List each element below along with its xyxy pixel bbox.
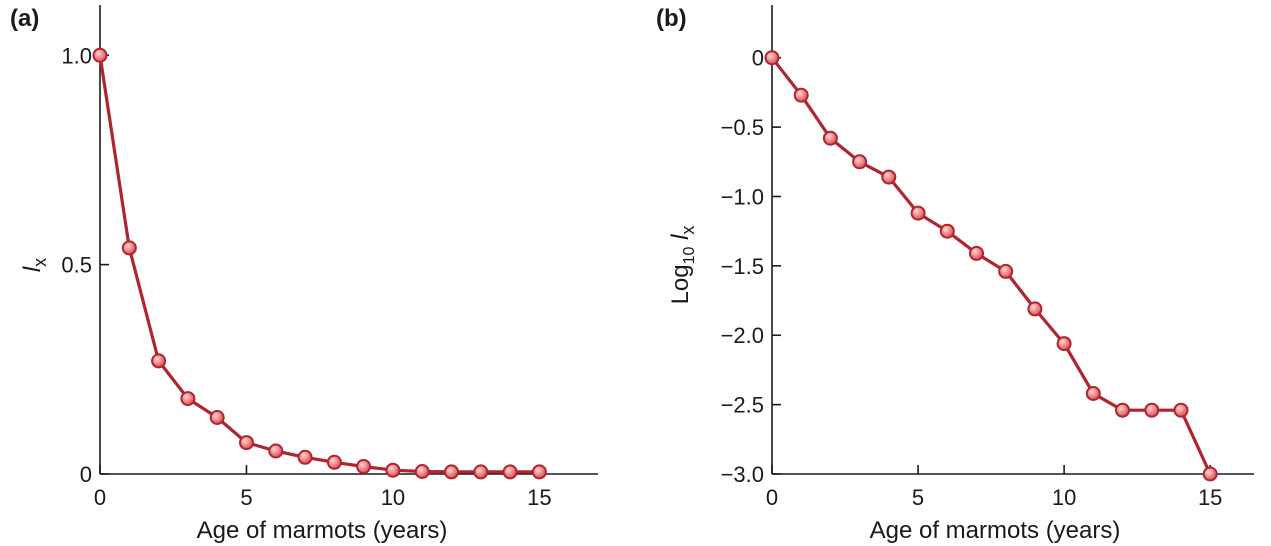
data-point-a (92, 47, 108, 63)
data-point-a (444, 464, 459, 480)
data-point-b (881, 169, 897, 185)
data-point-a (268, 443, 284, 459)
data-point-b (910, 205, 926, 221)
data-point-a (531, 464, 547, 480)
data-point-b (1202, 466, 1218, 482)
x-ticks-a: 0 5 10 15 (94, 465, 552, 510)
y-axis-title-a-sub: x (30, 258, 50, 267)
panel-label-a: (a) (10, 5, 39, 32)
data-point-a (297, 449, 313, 465)
y-tick-label-b: −2.5 (721, 393, 764, 418)
data-point-b (1085, 386, 1101, 401)
chart-panel-b: (b) 0 5 10 15 0 −0.5 −1.0 −1.5 −2.0 −2.5 −3.0 Age… (656, 5, 1254, 544)
x-tick-label-b: 0 (766, 485, 778, 510)
y-axis-title-a: lx (19, 258, 50, 272)
data-point-a (121, 240, 137, 256)
axes-a (99, 5, 598, 475)
chart-panel-a: (a) 0 5 10 15 0 0.5 1.0 Age of marmots (years… (10, 5, 598, 544)
data-point-b (793, 87, 809, 103)
y-axis-title-b-x: x (678, 226, 698, 235)
y-tick-label-b: −3.0 (721, 462, 764, 487)
y-axis-title-a-main: l (19, 266, 46, 272)
data-point-a (356, 459, 372, 474)
data-point-a (239, 435, 254, 451)
y-ticks-a: 0 0.5 1.0 (61, 43, 109, 487)
panel-label-b: (b) (656, 5, 687, 32)
y-tick-label-b: −2.0 (721, 323, 764, 348)
x-axis-title-b: Age of marmots (years) (870, 517, 1121, 544)
x-tick-label-b: 10 (1052, 485, 1076, 510)
y-axis-title-b-log: Log (667, 264, 694, 304)
x-tick-label-a: 15 (527, 485, 551, 510)
data-point-b (1144, 402, 1160, 418)
series-line-b (770, 56, 1212, 475)
data-point-b (969, 245, 984, 261)
x-tick-label-a: 10 (381, 485, 405, 510)
data-point-a (180, 391, 196, 407)
data-point-b (1173, 402, 1189, 418)
data-point-b (764, 50, 780, 66)
data-point-b (1056, 336, 1072, 352)
y-axis-title-b-space (667, 240, 694, 247)
data-point-a (326, 454, 342, 470)
data-point-b (939, 223, 955, 239)
y-ticks-b: 0 −0.5 −1.0 −1.5 −2.0 −2.5 −3.0 (721, 46, 781, 487)
y-axis-title-b: Log10 lx (667, 226, 698, 305)
x-tick-label-b: 15 (1198, 485, 1222, 510)
data-point-a (209, 410, 225, 425)
data-point-a (502, 464, 518, 480)
series-a (92, 47, 547, 480)
y-tick-label-a: 0 (80, 462, 92, 487)
y-axis-title-b-base: 10 (681, 246, 698, 264)
data-point-b (852, 154, 868, 170)
y-axis-title-b-l: l (667, 234, 694, 240)
series-b (764, 50, 1218, 482)
data-point-b (1115, 402, 1130, 418)
data-point-a (151, 353, 167, 369)
data-point-a (473, 464, 489, 480)
data-point-a (385, 462, 401, 478)
x-tick-label-b: 5 (912, 485, 924, 510)
data-point-b (822, 130, 838, 146)
y-tick-label-a: 0.5 (61, 253, 92, 278)
x-tick-label-a: 0 (94, 485, 106, 510)
x-ticks-b: 0 5 10 15 (766, 465, 1222, 510)
x-tick-label-a: 5 (240, 485, 252, 510)
y-tick-label-b: −1.0 (721, 184, 764, 209)
data-point-b (998, 263, 1014, 279)
y-tick-label-b: −1.5 (721, 254, 764, 279)
series-line-a (98, 55, 540, 474)
axes-b (771, 5, 1254, 475)
x-axis-title-a: Age of marmots (years) (197, 517, 448, 544)
y-tick-label-b: 0 (752, 46, 764, 71)
y-tick-label-a: 1.0 (61, 43, 92, 68)
data-point-a (414, 464, 430, 479)
y-tick-label-b: −0.5 (721, 115, 764, 140)
data-point-b (1027, 301, 1043, 317)
